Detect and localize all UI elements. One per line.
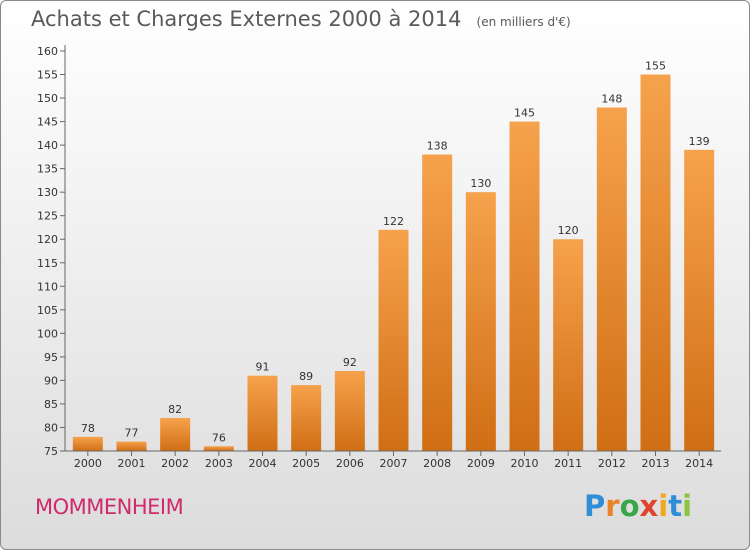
bar-value-label: 77 (125, 427, 139, 440)
y-tick-label: 105 (37, 304, 58, 317)
axes-group: 75 80 85 90 95 100 105 110 115 120 125 130 135 140 145… (37, 45, 721, 470)
x-tick-label: 2006 (336, 457, 364, 470)
y-tick-label: 75 (44, 445, 58, 458)
bar (684, 149, 715, 451)
logo-letter: r (605, 489, 620, 523)
bar-value-label: 139 (689, 135, 710, 148)
bar-value-label: 78 (81, 422, 95, 435)
x-tick-label: 2008 (423, 457, 451, 470)
chart-title-row: Achats et Charges Externes 2000 à 2014 (… (31, 7, 571, 31)
bar (465, 192, 496, 452)
x-tick-label: 2000 (74, 457, 102, 470)
y-tick-label: 135 (37, 163, 58, 176)
y-tick-label: 125 (37, 210, 58, 223)
x-tick-label: 2014 (685, 457, 713, 470)
y-tick-label: 115 (37, 257, 58, 270)
bar (334, 371, 365, 451)
y-tick-label: 130 (37, 186, 58, 199)
y-tick-label: 160 (37, 45, 58, 58)
logo-letter: P (584, 489, 606, 523)
x-tick-label: 2011 (554, 457, 582, 470)
x-tick-label: 2007 (380, 457, 408, 470)
bar (72, 436, 103, 451)
chart-title: Achats et Charges Externes 2000 à 2014 (31, 7, 462, 31)
x-tick-label: 2004 (249, 457, 277, 470)
bar-value-label: 145 (514, 107, 535, 120)
logo-letter: i (682, 489, 693, 523)
bar (378, 229, 409, 451)
y-tick-label: 80 (44, 421, 58, 434)
x-tick-label: 2005 (292, 457, 320, 470)
bar (422, 154, 453, 451)
y-tick-label: 85 (44, 398, 58, 411)
bar-value-label: 130 (470, 177, 491, 190)
x-tick-label: 2001 (118, 457, 146, 470)
y-tick-label: 110 (37, 280, 58, 293)
chart-subtitle: (en milliers d'€) (476, 15, 571, 29)
bar-value-label: 76 (212, 431, 226, 444)
bar (509, 121, 540, 452)
commune-name: MOMMENHEIM (35, 495, 184, 519)
y-tick-label: 100 (37, 327, 58, 340)
logo-letter: o (619, 489, 640, 523)
y-tick-label: 145 (37, 116, 58, 129)
bar (596, 107, 627, 452)
x-tick-label: 2013 (642, 457, 670, 470)
bar-value-label: 138 (427, 140, 448, 153)
bar (640, 74, 671, 451)
x-tick-label: 2002 (161, 457, 189, 470)
bar (116, 441, 147, 451)
bar-value-label: 92 (343, 356, 357, 369)
bar-value-label: 120 (558, 224, 579, 237)
bar-value-label: 82 (168, 403, 182, 416)
bar (553, 239, 584, 451)
x-tick-label: 2012 (598, 457, 626, 470)
y-tick-label: 155 (37, 69, 58, 82)
y-tick-label: 95 (44, 351, 58, 364)
y-tick-label: 120 (37, 233, 58, 246)
bar (203, 446, 234, 451)
y-tick-label: 150 (37, 92, 58, 105)
bars-group: 78 77 82 76 91 89 92 122 138 130 145 120 148 155 139 (72, 60, 715, 452)
x-tick-label: 2009 (467, 457, 495, 470)
logo-letter: i (658, 489, 669, 523)
y-tick-label: 140 (37, 139, 58, 152)
bar-value-label: 122 (383, 215, 404, 228)
bar-value-label: 89 (299, 370, 313, 383)
bar (247, 375, 278, 451)
logo-letter: t (668, 489, 683, 523)
x-tick-label: 2010 (511, 457, 539, 470)
logo-letter: x (639, 489, 659, 523)
bar (160, 418, 191, 451)
bar-value-label: 148 (601, 92, 622, 105)
bar-value-label: 91 (256, 361, 270, 374)
x-tick-label: 2003 (205, 457, 233, 470)
bar-value-label: 155 (645, 60, 666, 73)
y-tick-label: 90 (44, 374, 58, 387)
bar (291, 385, 322, 451)
proxiti-logo[interactable]: Proxiti (584, 489, 692, 523)
